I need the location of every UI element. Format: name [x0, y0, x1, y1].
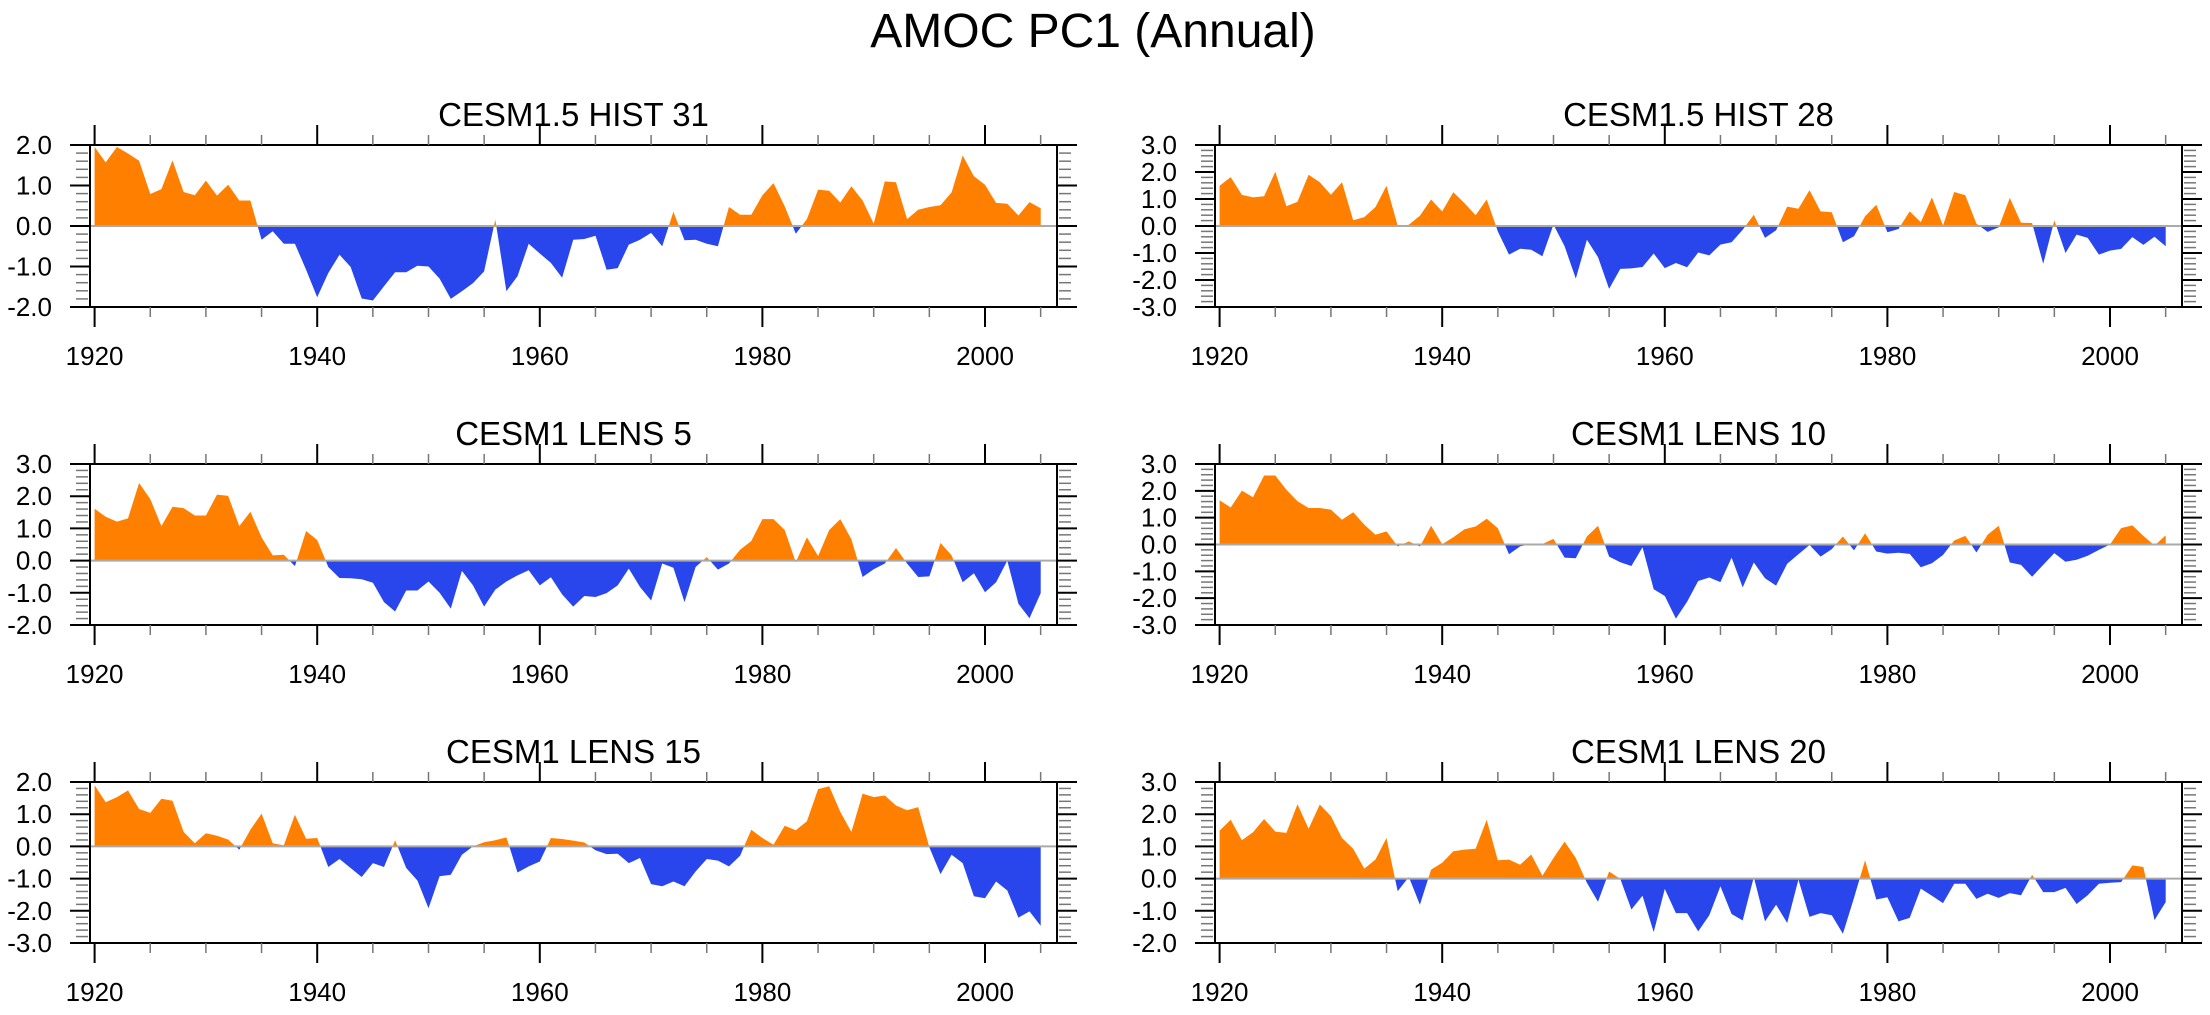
y-tick-label: -2.0 — [1132, 583, 1177, 613]
x-tick-label: 2000 — [956, 977, 1014, 1007]
y-tick-label: -1.0 — [1132, 556, 1177, 586]
figure-title: AMOC PC1 (Annual) — [870, 5, 1315, 58]
x-tick-label: 1940 — [288, 977, 346, 1007]
x-tick-label: 1980 — [1858, 341, 1916, 371]
x-tick-label: 1960 — [511, 341, 569, 371]
y-tick-label: 0.0 — [16, 211, 52, 241]
x-tick-label: 1980 — [1858, 659, 1916, 689]
positive-area — [1219, 475, 2166, 545]
x-tick-label: 1960 — [511, 977, 569, 1007]
x-tick-label: 2000 — [956, 341, 1014, 371]
y-tick-label: -1.0 — [7, 578, 52, 608]
y-tick-label: -3.0 — [1132, 292, 1177, 322]
plot-frame — [89, 781, 1058, 944]
y-tick-label: 2.0 — [1141, 157, 1177, 187]
y-tick-label: 3.0 — [1141, 767, 1177, 797]
y-tick-label: -1.0 — [1132, 238, 1177, 268]
x-tick-label: 1940 — [288, 659, 346, 689]
x-tick-label: 1920 — [1191, 977, 1249, 1007]
y-tick-label: 0.0 — [1141, 211, 1177, 241]
panel-title: CESM1 LENS 15 — [446, 733, 701, 770]
panel-title: CESM1 LENS 10 — [1571, 415, 1826, 452]
y-tick-label: 0.0 — [16, 831, 52, 861]
x-tick-label: 2000 — [2081, 341, 2139, 371]
y-tick-label: 2.0 — [1141, 476, 1177, 506]
y-tick-label: 1.0 — [16, 513, 52, 543]
x-tick-label: 2000 — [956, 659, 1014, 689]
y-tick-label: -3.0 — [7, 928, 52, 958]
y-tick-label: 3.0 — [16, 449, 52, 479]
x-tick-label: 1980 — [733, 977, 791, 1007]
positive-area — [94, 483, 1041, 561]
x-tick-label: 2000 — [2081, 659, 2139, 689]
x-tick-label: 1960 — [511, 659, 569, 689]
x-tick-label: 1920 — [1191, 341, 1249, 371]
y-tick-label: 3.0 — [1141, 449, 1177, 479]
y-tick-label: 3.0 — [1141, 130, 1177, 160]
y-tick-label: 0.0 — [1141, 864, 1177, 894]
y-tick-label: -2.0 — [7, 896, 52, 926]
x-tick-label: 1980 — [1858, 977, 1916, 1007]
x-tick-label: 1940 — [1413, 977, 1471, 1007]
x-tick-label: 1980 — [733, 659, 791, 689]
negative-area — [1219, 878, 2166, 934]
y-tick-label: -1.0 — [7, 252, 52, 282]
y-tick-label: 2.0 — [1141, 799, 1177, 829]
x-tick-label: 1940 — [1413, 341, 1471, 371]
positive-area — [1219, 804, 2166, 879]
y-tick-label: -3.0 — [1132, 610, 1177, 640]
y-tick-label: -2.0 — [1132, 928, 1177, 958]
panel-6: CESM1 LENS 20 1920 1940 1960 1980 2000 -2.0-1.… — [1132, 733, 2202, 1007]
x-tick-label: 1920 — [66, 341, 124, 371]
positive-area — [94, 785, 1041, 847]
x-tick-label: 1940 — [288, 341, 346, 371]
y-tick-label: 1.0 — [16, 171, 52, 201]
x-tick-label: 1960 — [1636, 659, 1694, 689]
x-tick-label: 1960 — [1636, 341, 1694, 371]
positive-area — [1219, 171, 2166, 226]
y-tick-label: 1.0 — [16, 799, 52, 829]
panel-1: CESM1.5 HIST 31 1920 1940 1960 1980 2000 -2.0 -… — [7, 96, 1077, 371]
plot-frame — [89, 463, 1058, 626]
x-tick-label: 1920 — [66, 977, 124, 1007]
negative-area — [1219, 226, 2166, 289]
panel-4: CESM1 LENS 10 1920 1940 1960 1980 2000 -3.0-2.… — [1132, 415, 2202, 689]
y-tick-label: 1.0 — [1141, 503, 1177, 533]
panel-5: CESM1 LENS 15 1920 1940 1960 1980 2000 -3.0-2.… — [7, 733, 1077, 1007]
y-tick-label: 2.0 — [16, 130, 52, 160]
x-tick-label: 1940 — [1413, 659, 1471, 689]
positive-area — [94, 147, 1041, 226]
panel-title: CESM1 LENS 5 — [455, 415, 692, 452]
x-tick-label: 1920 — [1191, 659, 1249, 689]
y-tick-label: 1.0 — [1141, 831, 1177, 861]
y-tick-label: -2.0 — [7, 292, 52, 322]
x-tick-label: 2000 — [2081, 977, 2139, 1007]
panel-title: CESM1.5 HIST 28 — [1563, 96, 1834, 133]
y-tick-label: -1.0 — [7, 864, 52, 894]
plot-frame — [1214, 781, 2183, 944]
negative-area — [1219, 544, 2166, 619]
y-tick-label: 2.0 — [16, 481, 52, 511]
y-tick-label: -1.0 — [1132, 896, 1177, 926]
y-tick-label: 1.0 — [1141, 184, 1177, 214]
x-tick-label: 1920 — [66, 659, 124, 689]
y-tick-label: -2.0 — [1132, 265, 1177, 295]
negative-area — [94, 226, 1041, 301]
y-tick-label: -2.0 — [7, 610, 52, 640]
negative-area — [94, 560, 1041, 619]
panel-title: CESM1.5 HIST 31 — [438, 96, 709, 133]
panel-title: CESM1 LENS 20 — [1571, 733, 1826, 770]
y-tick-label: 0.0 — [1141, 530, 1177, 560]
negative-area — [94, 846, 1041, 926]
x-tick-label: 1960 — [1636, 977, 1694, 1007]
y-tick-label: 2.0 — [16, 767, 52, 797]
y-tick-label: 0.0 — [16, 546, 52, 576]
x-tick-label: 1980 — [733, 341, 791, 371]
panel-3: CESM1 LENS 5 1920 1940 1960 1980 2000 -2.0-1.0… — [7, 415, 1077, 689]
